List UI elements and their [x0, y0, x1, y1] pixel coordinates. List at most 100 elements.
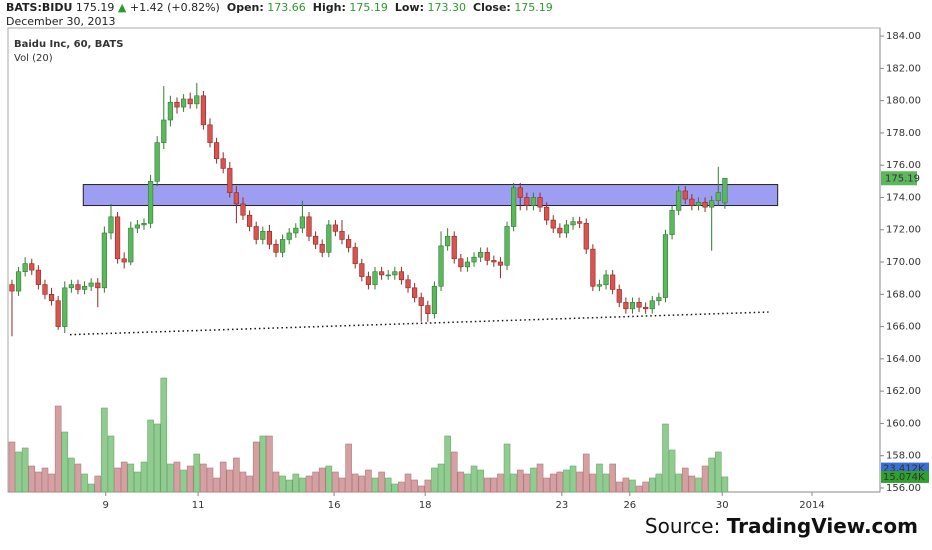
volume-bar — [464, 473, 471, 493]
candle-body — [478, 252, 484, 258]
price: 175.19 — [75, 1, 115, 14]
x-tick-label: 30 — [716, 500, 729, 511]
volume-bar — [61, 431, 69, 493]
volume-bar — [681, 467, 689, 493]
candle-body — [55, 300, 61, 327]
volume-bar — [695, 477, 702, 493]
candle-body — [68, 284, 74, 289]
candle-body — [616, 289, 622, 303]
volume-bar — [345, 443, 352, 493]
candle-body — [379, 271, 385, 276]
volume-bar — [226, 469, 234, 493]
volume-bar — [239, 471, 247, 493]
x-tick-label: 23 — [555, 500, 568, 511]
y-tick-label: 158.00 — [886, 451, 921, 462]
y-tick-label: 178.00 — [886, 128, 921, 139]
volume-bar — [147, 419, 154, 493]
volume-bar — [629, 479, 636, 493]
high: 175.19 — [349, 1, 388, 14]
volume-bar — [173, 461, 181, 493]
candle-body — [339, 231, 345, 240]
candle-body — [121, 258, 127, 263]
candle-body — [141, 222, 147, 226]
candle-body — [372, 271, 378, 285]
volume-bar — [569, 465, 577, 493]
candle-body — [22, 263, 28, 273]
close-label: Close: — [473, 1, 511, 14]
candle-body — [108, 216, 114, 234]
candle-body — [629, 302, 636, 310]
x-tick-label: 16 — [328, 500, 341, 511]
candle-body — [35, 269, 41, 285]
candle-body — [42, 284, 48, 295]
volume-bar — [312, 471, 319, 493]
volume-bar — [450, 451, 458, 493]
candle-body — [722, 177, 728, 204]
high-label: High: — [312, 1, 346, 14]
volume-title: Vol (20) — [14, 53, 53, 64]
y-tick-label: 160.00 — [886, 418, 921, 429]
volume-bar — [675, 473, 682, 493]
volume-bar — [668, 449, 676, 493]
candle-body — [610, 274, 616, 290]
candle-body — [398, 271, 405, 281]
candle-body — [590, 248, 596, 287]
volume-bar — [457, 471, 465, 493]
candle-body — [266, 231, 273, 245]
volume-badge-label: 23.412K — [883, 464, 925, 475]
volume-bar — [87, 483, 95, 493]
volume-bar — [530, 467, 537, 493]
candle-body — [280, 239, 286, 253]
volume-bar — [127, 463, 135, 493]
volume-bar — [523, 473, 531, 493]
volume-bar — [15, 451, 22, 493]
volume-bar — [536, 463, 544, 493]
low-label: Low: — [394, 1, 424, 14]
volume-bar — [200, 463, 207, 493]
volume-bar — [94, 475, 102, 493]
volume-bar — [153, 423, 161, 493]
volume-bar — [167, 463, 174, 493]
candle-body — [431, 285, 438, 314]
volume-bar — [180, 469, 187, 493]
volume-bar — [114, 467, 121, 493]
volume-bar — [384, 477, 392, 493]
candle-body — [517, 187, 523, 198]
volume-bar — [28, 465, 36, 493]
candle-body — [392, 271, 398, 276]
last-price-label: 175.19 — [885, 173, 920, 184]
volume-bar — [444, 435, 451, 493]
candle-body — [524, 197, 530, 206]
x-tick-label: 26 — [623, 500, 636, 511]
volume-bar — [160, 377, 168, 493]
volume-bar — [582, 453, 590, 493]
candle-body — [405, 279, 411, 289]
volume-bar — [371, 477, 379, 493]
candle-body — [649, 300, 655, 310]
candle-body — [114, 216, 121, 260]
candle-body — [689, 198, 695, 206]
candle-body — [458, 258, 464, 268]
candle-body — [246, 214, 253, 227]
volume-bar — [708, 457, 715, 493]
candle-body — [240, 203, 246, 216]
candle-body — [570, 221, 576, 226]
volume-bar — [635, 485, 643, 493]
candle-body — [95, 282, 101, 289]
volume-bar — [299, 477, 306, 493]
y-tick-label: 166.00 — [886, 322, 921, 333]
candle-body — [577, 221, 583, 224]
candle-body — [352, 247, 358, 264]
volume-bar — [378, 471, 385, 493]
candle-body — [161, 119, 167, 143]
volume-bar — [549, 473, 557, 493]
volume-bar — [252, 441, 260, 493]
volume-bar — [259, 435, 267, 493]
volume-bar — [609, 463, 616, 493]
candle-body — [227, 168, 233, 193]
candle-body — [286, 232, 292, 240]
candle-body — [101, 232, 107, 289]
volume-bar — [21, 447, 29, 493]
date: December 30, 2013 — [6, 15, 116, 28]
